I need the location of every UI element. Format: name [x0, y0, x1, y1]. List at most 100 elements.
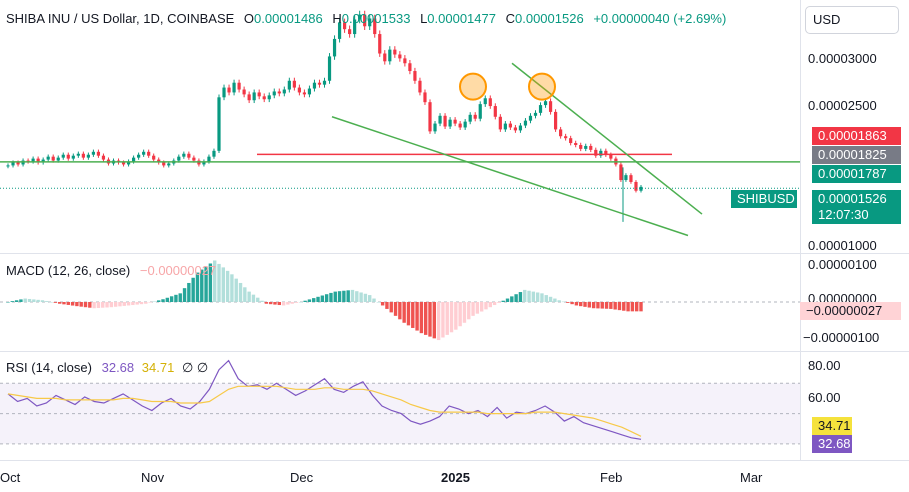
candle-body	[167, 163, 171, 166]
highlight-circle	[528, 72, 556, 101]
macd-bar	[247, 291, 251, 302]
macd-bar	[540, 293, 544, 302]
macd-bar	[535, 292, 540, 302]
macd-bar	[527, 290, 531, 302]
macd-bar	[75, 302, 79, 307]
macd-bar	[152, 301, 157, 302]
macd-bar	[613, 302, 617, 310]
time-label: Dec	[290, 470, 314, 485]
candle-body	[207, 156, 211, 162]
macd-bar	[49, 302, 53, 303]
candle-body	[222, 87, 226, 98]
macd-bar	[548, 296, 553, 302]
candle-body	[543, 101, 548, 106]
candle-body	[594, 149, 598, 156]
macd-bar	[135, 302, 139, 305]
macd-bar	[566, 302, 570, 303]
macd-bar	[40, 300, 45, 302]
upper-trendline	[511, 62, 703, 215]
candle-body	[483, 98, 487, 105]
macd-bar	[561, 301, 566, 303]
time-label: Feb	[600, 470, 623, 485]
candle-body	[16, 162, 20, 165]
macd-bar	[299, 302, 303, 303]
macd-bar	[406, 302, 411, 326]
macd-bar	[432, 302, 437, 339]
macd-bar	[204, 266, 208, 302]
macd-bar	[178, 293, 182, 302]
candle-body	[408, 63, 412, 72]
candle-body	[177, 156, 181, 161]
macd-bar	[355, 291, 359, 302]
rsi-tick-label: 80.00	[808, 358, 841, 373]
candle-body	[252, 92, 256, 101]
macd-bar	[307, 299, 312, 302]
macd-bar	[604, 302, 609, 309]
macd-bar	[639, 302, 643, 312]
candle-body	[152, 155, 156, 160]
last-price-tag: 0.00001526 12:07:30	[812, 190, 901, 224]
macd-bar	[510, 296, 514, 302]
candle-body	[579, 144, 583, 149]
candle-body	[262, 96, 266, 100]
macd-bar	[324, 294, 329, 302]
candle-body	[639, 186, 643, 191]
candle-body	[599, 150, 603, 156]
candle-body	[247, 94, 251, 101]
candle-body	[468, 114, 472, 122]
macd-bar	[45, 301, 49, 302]
macd-bar	[428, 302, 432, 337]
candle-body	[322, 80, 327, 85]
candle-body	[36, 158, 40, 163]
candle-body	[297, 87, 301, 93]
macd-bar	[290, 302, 294, 304]
macd-bar	[445, 302, 449, 335]
macd-bar	[264, 302, 269, 304]
macd-bar	[212, 260, 217, 302]
candle-body	[227, 87, 231, 93]
candle-body	[393, 49, 397, 55]
support-price-tag: 0.00001787	[812, 165, 901, 183]
candle-body	[277, 91, 281, 94]
macd-bar	[277, 302, 281, 306]
candle-body	[473, 114, 477, 119]
macd-bar	[518, 292, 523, 302]
currency-button[interactable]: USD	[805, 6, 899, 34]
macd-bar	[402, 302, 406, 323]
macd-bar	[385, 302, 389, 309]
candle-body	[589, 145, 593, 150]
macd-bar	[333, 291, 337, 302]
candle-body	[282, 89, 286, 94]
macd-bar	[101, 302, 105, 308]
chart-header: SHIBA INU / US Dollar, 1D, COINBASE O0.0…	[6, 11, 732, 26]
macd-bar	[191, 277, 195, 302]
macd-bar	[122, 302, 126, 306]
candle-body	[76, 153, 80, 156]
macd-bar	[195, 272, 200, 302]
candle-body	[358, 14, 362, 20]
macd-bar	[583, 302, 587, 307]
candle-body	[232, 82, 236, 93]
candle-body	[242, 89, 246, 95]
candle-body	[453, 119, 457, 124]
macd-bar	[88, 302, 92, 308]
macd-bar	[553, 298, 557, 302]
candle-body	[564, 136, 568, 139]
candle-body	[187, 153, 191, 158]
macd-bar	[303, 300, 307, 302]
macd-bar	[126, 302, 131, 306]
candle-body	[46, 156, 50, 160]
macd-bar	[630, 302, 635, 312]
candle-body	[131, 157, 136, 162]
macd-bar	[523, 289, 527, 302]
candle-body	[378, 34, 382, 54]
macd-bar	[208, 263, 213, 302]
macd-bar	[531, 291, 536, 302]
last-price: 0.00001526	[818, 191, 887, 206]
highlight-circle	[459, 72, 487, 101]
candle-body	[569, 138, 573, 144]
macd-bar	[557, 300, 561, 302]
rsi-label: RSI (14, close)	[6, 360, 92, 375]
resistance-price-tag: 0.00001863	[812, 127, 901, 145]
